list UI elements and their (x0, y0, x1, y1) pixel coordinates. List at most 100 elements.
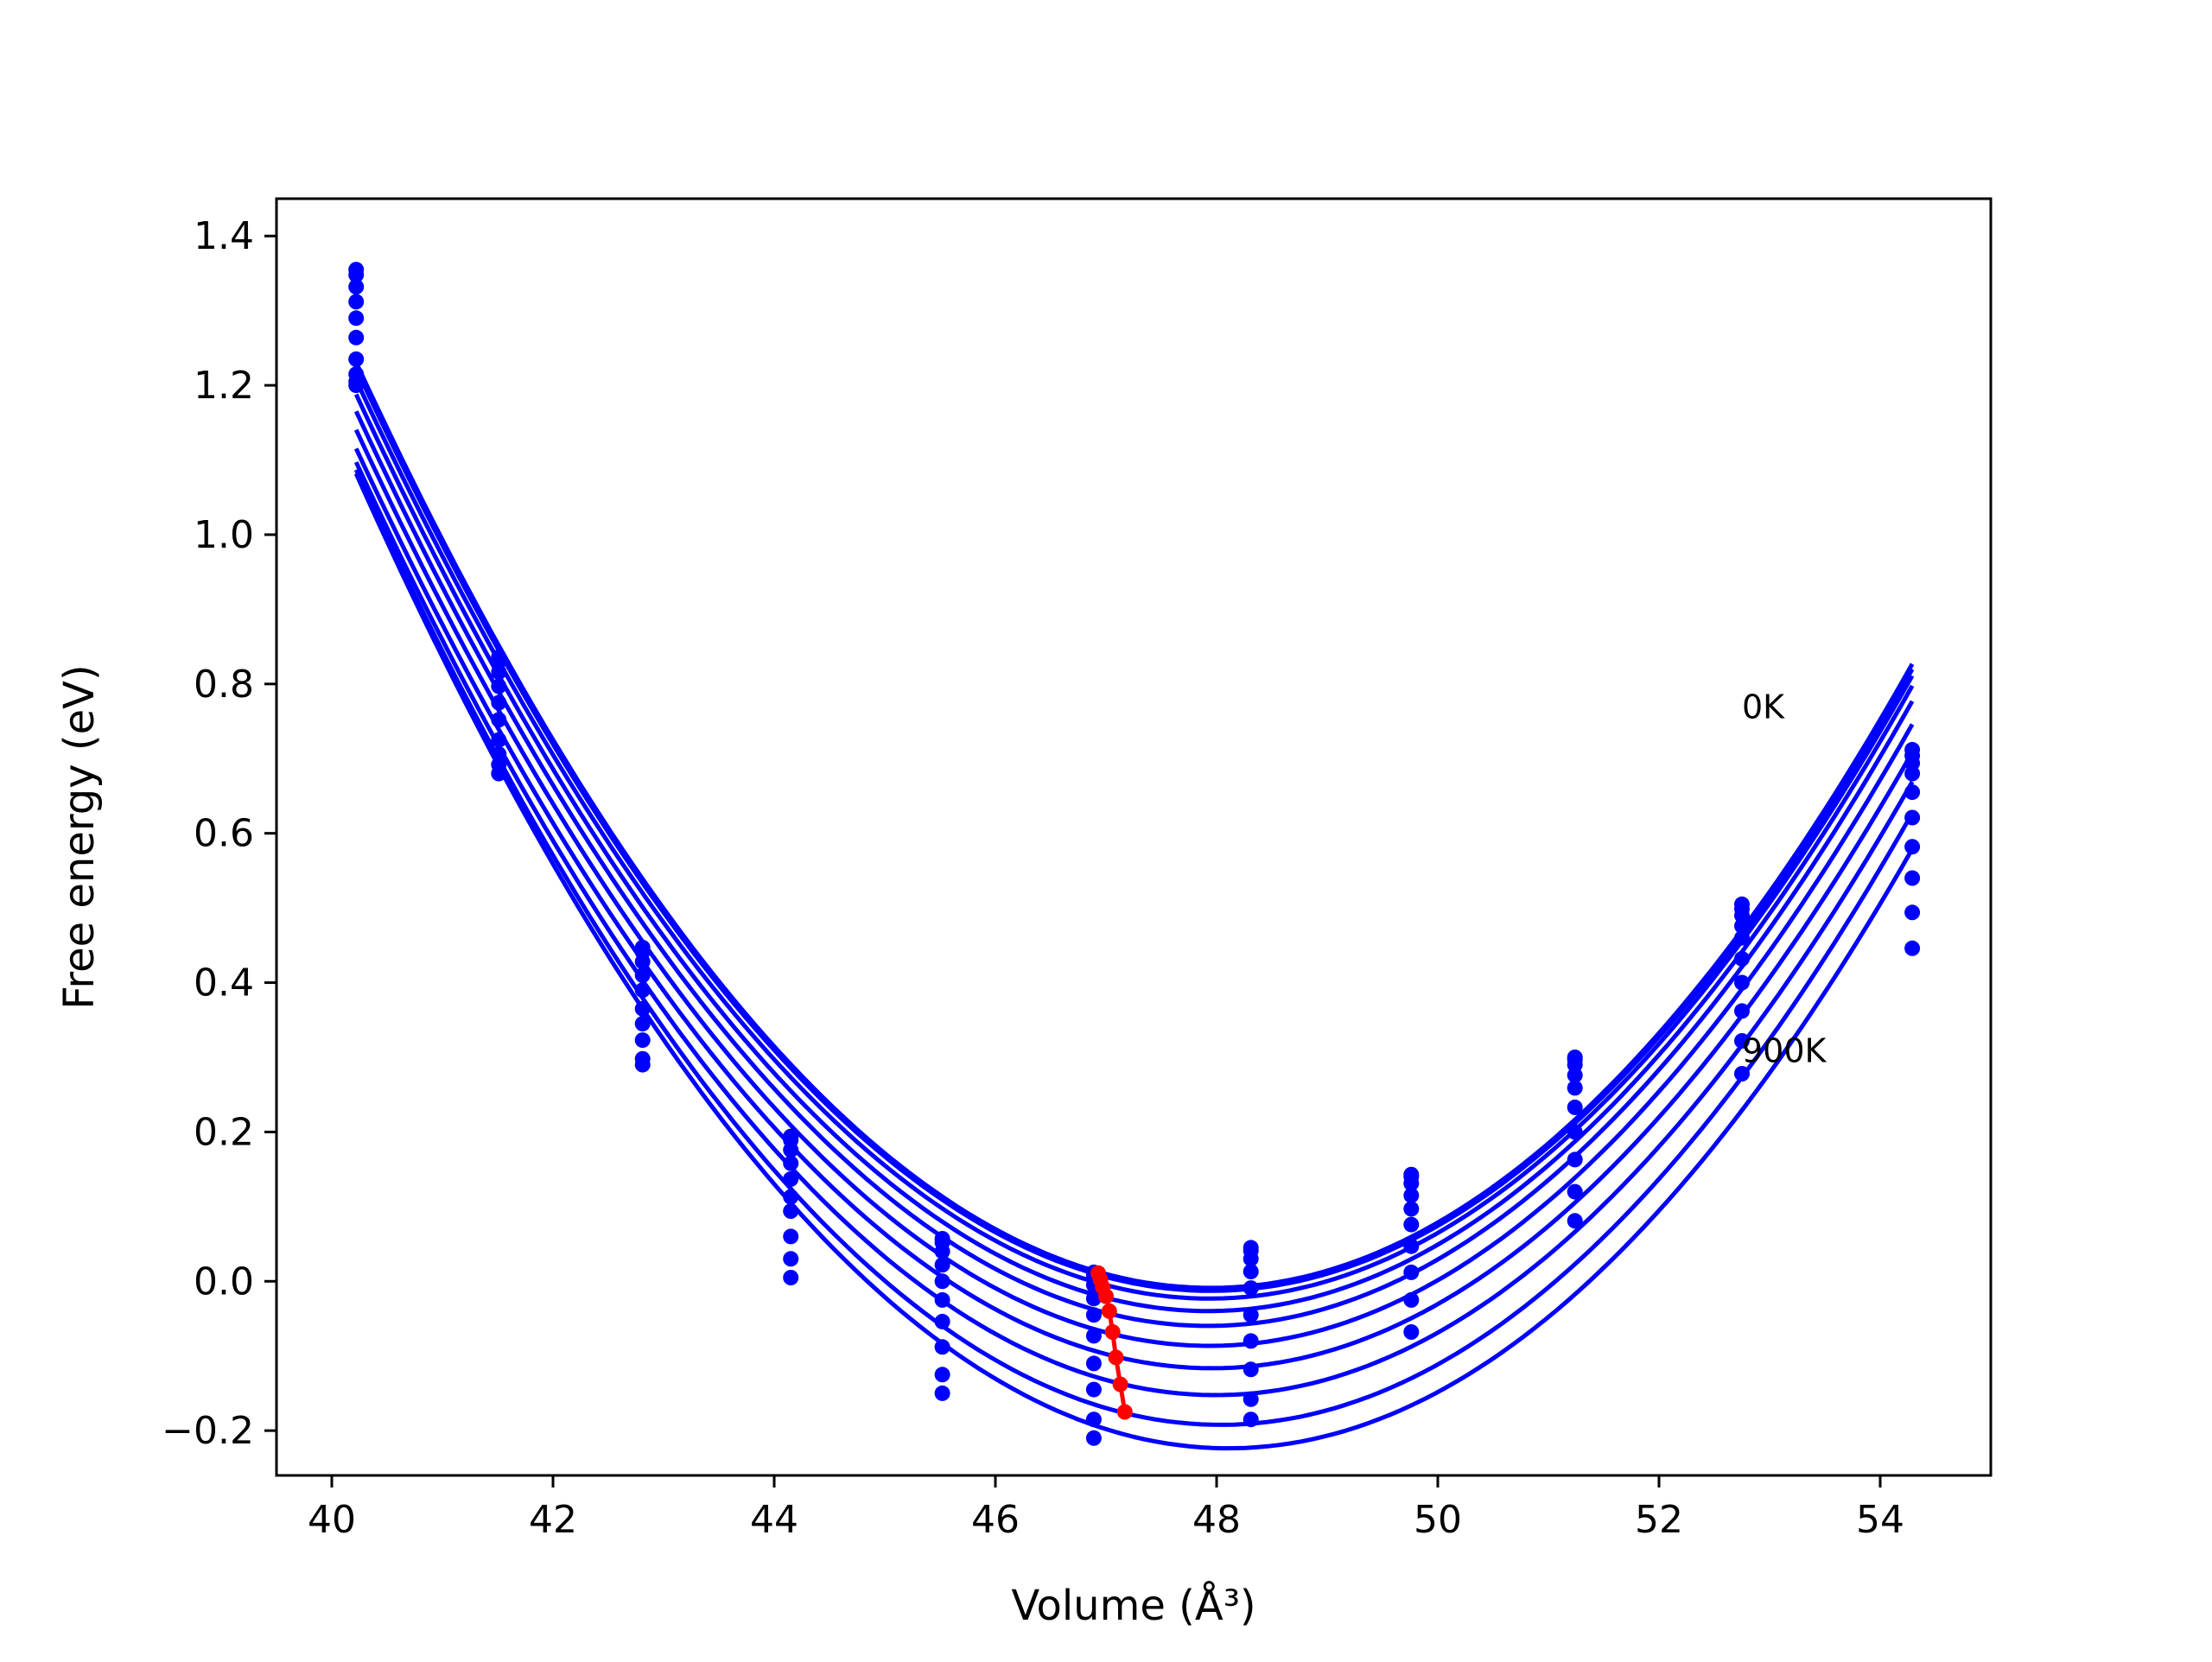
x-tick-label-7: 54 (1856, 1498, 1904, 1542)
series-point-7-5 (1085, 1381, 1102, 1398)
series-point-3-6 (1243, 1264, 1259, 1279)
series-point-6-0 (348, 351, 365, 367)
x-tick-label-2: 44 (750, 1498, 798, 1542)
y-tick-label-5: 0.8 (194, 663, 254, 707)
series-point-8-8 (1567, 1183, 1583, 1200)
series-point-5-9 (1734, 950, 1750, 967)
y-tick-label-6: 1.0 (194, 513, 254, 557)
series-point-9-10 (1904, 940, 1921, 956)
series-point-9-4 (934, 1385, 950, 1401)
minima-point-4 (1101, 1303, 1117, 1319)
series-point-9-5 (1085, 1430, 1102, 1446)
x-tick-label-5: 50 (1414, 1498, 1462, 1542)
series-point-6-2 (634, 1016, 651, 1032)
series-line-2 (353, 378, 1915, 1301)
series-line-5 (353, 428, 1915, 1348)
series-point-3-7 (1403, 1187, 1420, 1203)
marks-layer (348, 262, 1921, 1451)
series-point-4-6 (1243, 1280, 1259, 1297)
series-point-4-0 (348, 310, 365, 327)
x-tick-label-4: 48 (1192, 1498, 1241, 1542)
y-axis-label: Free energy (eV) (55, 664, 104, 1009)
series-point-9-1 (491, 765, 507, 782)
series-point-1-0 (348, 267, 365, 283)
plot-frame (275, 197, 1993, 1477)
series-point-9-0 (348, 377, 365, 394)
series-point-7-9 (1734, 1003, 1750, 1019)
series-point-6-7 (1403, 1238, 1420, 1254)
series-point-2-6 (1243, 1251, 1259, 1267)
series-point-8-4 (934, 1367, 950, 1383)
y-tick-label-1: 0.0 (194, 1259, 254, 1304)
series-point-3-10 (1904, 765, 1921, 782)
minima-point-8 (1116, 1404, 1133, 1420)
minima-point-7 (1112, 1376, 1128, 1392)
series-point-7-8 (1567, 1151, 1583, 1168)
series-point-8-9 (1734, 1033, 1750, 1049)
series-point-4-5 (1085, 1307, 1102, 1323)
series-point-9-3 (783, 1270, 799, 1285)
y-tick-label-0: −0.2 (162, 1409, 254, 1453)
x-tick-label-6: 52 (1635, 1498, 1683, 1542)
series-point-2-0 (348, 279, 365, 295)
series-point-5-5 (1085, 1328, 1102, 1344)
series-line-9 (353, 473, 1915, 1451)
series-point-3-5 (1085, 1291, 1102, 1307)
y-tick-label-3: 0.4 (194, 961, 254, 1005)
annotation-0: 0K (1742, 688, 1785, 726)
series-point-9-9 (1734, 1066, 1750, 1082)
series-line-3 (353, 393, 1915, 1314)
series-point-6-10 (1904, 839, 1921, 855)
series-point-3-8 (1567, 1067, 1583, 1083)
series-point-7-2 (634, 1032, 651, 1049)
series-point-3-9 (1734, 917, 1750, 934)
series-point-3-3 (783, 1155, 799, 1171)
series-point-9-6 (1243, 1411, 1259, 1428)
series-point-5-6 (1243, 1307, 1259, 1323)
series-point-8-3 (783, 1251, 799, 1267)
series-point-8-10 (1904, 904, 1921, 921)
series-line-8 (353, 468, 1915, 1427)
series-point-8-6 (1243, 1391, 1259, 1407)
axes-layer: 40 42 44 46 48 50 52 54 −0.2 0.0 0.2 0.4 0.6 0.8 1.0 1.… (162, 214, 1904, 1542)
series-point-5-8 (1567, 1099, 1583, 1115)
minima-point-3 (1098, 1288, 1114, 1304)
x-tick-label-0: 40 (308, 1498, 356, 1542)
series-point-9-7 (1403, 1324, 1420, 1340)
y-tick-label-4: 0.6 (194, 812, 254, 856)
series-line-1 (353, 366, 1915, 1293)
series-point-6-9 (1734, 974, 1750, 991)
series-line-0 (353, 361, 1915, 1291)
series-point-5-7 (1403, 1216, 1420, 1233)
x-axis-label: Volume (Å³) (1011, 1581, 1255, 1630)
series-point-7-3 (783, 1228, 799, 1245)
y-tick-label-2: 0.2 (194, 1110, 254, 1154)
series-line-4 (353, 410, 1915, 1329)
series-point-4-9 (1734, 929, 1750, 946)
annotation-1: 900K (1742, 1031, 1827, 1069)
annotation-layer: 0K 900K (1742, 688, 1827, 1070)
series-point-2-3 (783, 1142, 799, 1158)
series-line-7 (353, 460, 1915, 1398)
series-point-7-6 (1243, 1361, 1259, 1378)
series-line-6 (353, 447, 1915, 1371)
series-point-9-8 (1567, 1213, 1583, 1229)
series-point-9-2 (634, 1056, 651, 1073)
minima-point-5 (1104, 1324, 1121, 1340)
x-tick-label-3: 46 (971, 1498, 1020, 1542)
series-point-2-7 (1403, 1176, 1420, 1191)
series-point-4-8 (1567, 1080, 1583, 1096)
x-tick-label-1: 42 (529, 1498, 577, 1542)
series-point-5-0 (348, 329, 365, 346)
series-point-7-7 (1403, 1264, 1420, 1280)
series-point-8-7 (1403, 1291, 1420, 1308)
series-point-6-8 (1567, 1124, 1583, 1140)
series-point-3-0 (348, 294, 365, 310)
series-point-6-6 (1243, 1333, 1259, 1349)
y-tick-label-8: 1.4 (194, 214, 254, 258)
series-point-7-10 (1904, 870, 1921, 886)
series-point-4-7 (1403, 1201, 1420, 1217)
y-tick-label-7: 1.2 (194, 364, 254, 408)
series-point-6-5 (1085, 1355, 1102, 1372)
